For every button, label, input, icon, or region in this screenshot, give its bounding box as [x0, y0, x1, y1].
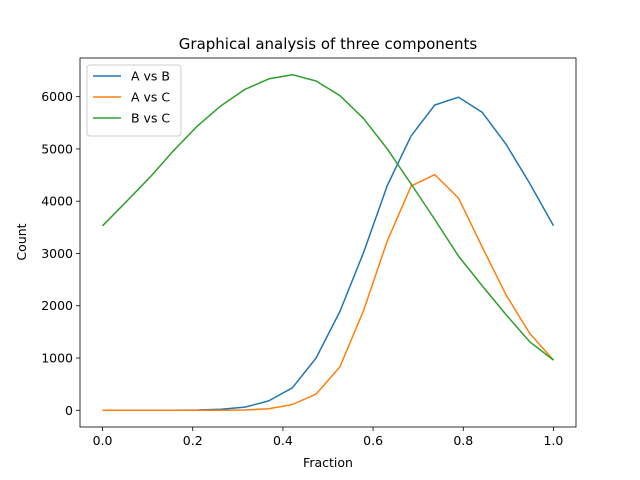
y-tick-label: 6000 [41, 89, 73, 104]
plot-area: 0.0 0.2 0.4 0.6 0.8 1.0 0 1000 2000 3000 4000 5000 6… [41, 57, 577, 448]
y-tick-label: 4000 [41, 194, 73, 209]
x-tick-label: 0.0 [93, 433, 113, 448]
legend-label: A vs C [131, 90, 170, 105]
series-line-3 [101, 73, 554, 361]
y-axis-label: Count [14, 223, 29, 260]
y-tick-label: 0 [65, 403, 73, 418]
axes-frame [79, 57, 577, 428]
x-tick-label: 0.2 [183, 433, 203, 448]
y-tick-label: 5000 [41, 141, 73, 156]
x-axis-label: Fraction [303, 455, 353, 470]
x-tick-label: 0.6 [363, 433, 383, 448]
legend-label: B vs C [131, 111, 170, 126]
x-tick-label: 1.0 [544, 433, 564, 448]
chart-title: Graphical analysis of three components [179, 35, 478, 53]
legend: A vs B A vs C B vs C [86, 64, 182, 137]
y-tick-label: 2000 [41, 298, 73, 313]
x-tick-label: 0.4 [273, 433, 293, 448]
x-tick-label: 0.8 [453, 433, 473, 448]
series-line-2 [102, 173, 555, 412]
legend-label: A vs B [131, 69, 170, 84]
y-tick-label: 1000 [41, 351, 73, 366]
y-tick-label: 3000 [41, 246, 73, 261]
